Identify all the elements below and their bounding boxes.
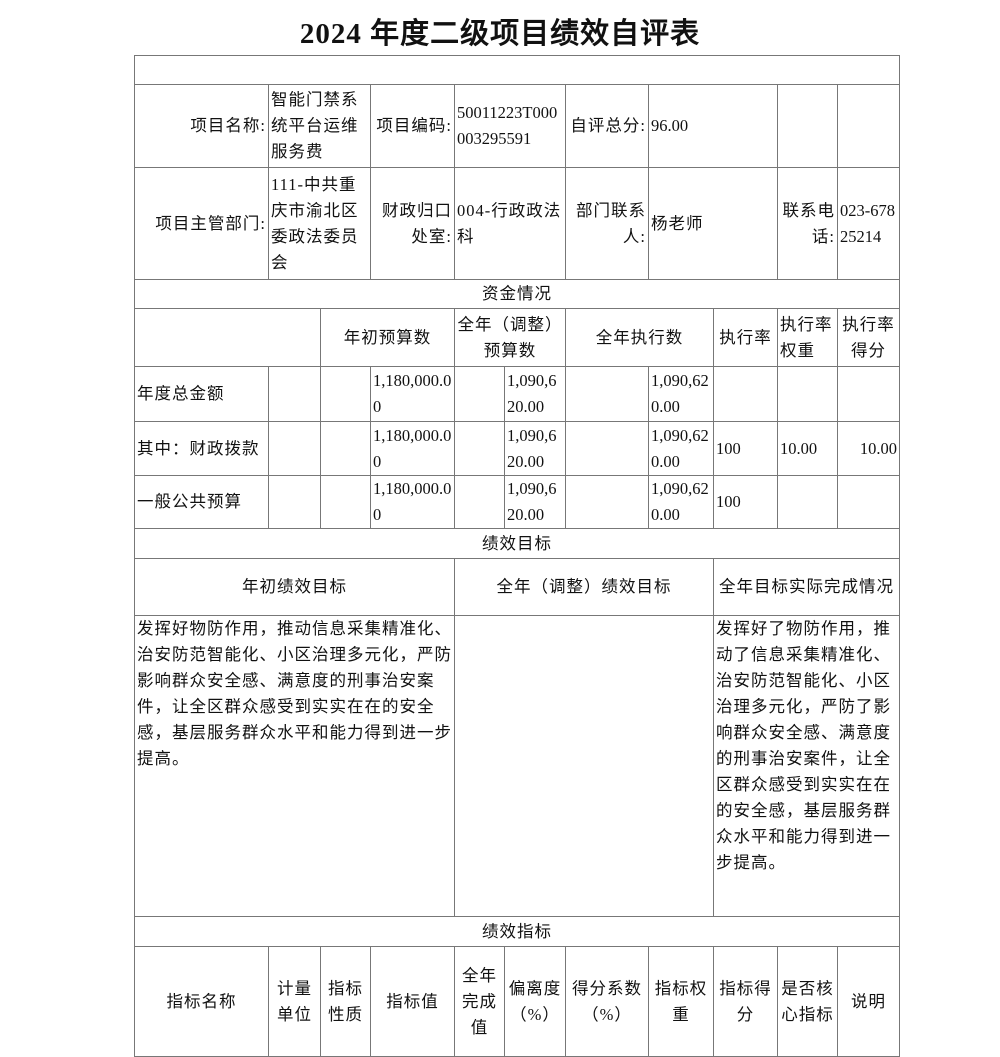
indicator-header: 指标名称 — [134, 946, 269, 1057]
rate-weight — [777, 366, 838, 422]
adjusted-budget: 1,090,620.00 — [504, 421, 566, 476]
initial-goal: 发挥好物防作用，推动信息采集精准化、治安防范智能化、小区治理多元化，严防影响群众… — [134, 615, 455, 917]
page-title: 2024 年度二级项目绩效自评表 — [299, 18, 701, 50]
project-code-label: 项目编码: — [370, 84, 455, 168]
funds-header: 全年（调整）预算数 — [454, 308, 566, 367]
goals-header: 全年目标实际完成情况 — [712, 558, 901, 616]
indicator-header: 是否核心指标 — [777, 946, 838, 1057]
indicator-header: 全年完成值 — [454, 946, 505, 1057]
initial-budget: 1,180,000.00 — [370, 475, 455, 529]
executed-amount: 1,090,620.00 — [648, 421, 714, 476]
rate-score: 10.00 — [836, 421, 901, 476]
indicator-header: 计量单位 — [268, 946, 321, 1057]
project-name-label: 项目名称: — [134, 84, 269, 168]
rate-score — [836, 475, 901, 529]
empty-cell — [134, 308, 321, 367]
funds-header: 执行率 — [713, 308, 778, 367]
funds-row: 其中：财政拨款 1,180,000.00 1,090,620.00 1,090,… — [134, 421, 901, 476]
finance-label: 财政归口处室: — [370, 167, 455, 280]
funds-header: 执行率得分 — [836, 308, 901, 367]
execution-rate — [713, 366, 778, 422]
rate-weight — [777, 475, 838, 529]
goals-section-title: 绩效目标 — [133, 528, 901, 559]
execution-rate: 100 — [713, 421, 778, 476]
finance-office: 004-行政政法科 — [454, 167, 566, 280]
project-name: 智能门禁系统平台运维服务费 — [268, 84, 371, 168]
adjusted-budget: 1,090,620.00 — [504, 475, 566, 529]
rate-weight: 10.00 — [777, 421, 838, 476]
empty-cell — [454, 421, 505, 476]
rate-score — [836, 366, 901, 422]
funds-row: 一般公共预算 1,180,000.00 1,090,620.00 1,090,6… — [134, 475, 901, 529]
total-score: 96.00 — [648, 84, 778, 168]
initial-budget: 1,180,000.00 — [370, 366, 455, 422]
executed-amount: 1,090,620.00 — [648, 366, 714, 422]
empty-cell — [454, 475, 505, 529]
empty-cell — [836, 84, 901, 168]
empty-cell — [320, 366, 371, 422]
actual-completion: 发挥好了物防作用，推动了信息采集精准化、治安防范智能化、小区治理多元化，严防了影… — [712, 615, 901, 917]
indicator-header: 指标性质 — [320, 946, 371, 1057]
funds-header: 年初预算数 — [320, 308, 455, 367]
execution-rate: 100 — [713, 475, 778, 529]
empty-cell — [268, 366, 321, 422]
indicators-section-title: 绩效指标 — [133, 916, 901, 947]
phone-label: 联系电话: — [777, 167, 838, 280]
phone: 023-67825214 — [836, 167, 901, 280]
empty-cell — [777, 84, 838, 168]
adjusted-budget: 1,090,620.00 — [504, 366, 566, 422]
dept: 111-中共重庆市渝北区委政法委员会 — [268, 167, 371, 280]
contact: 杨老师 — [648, 167, 778, 280]
empty-cell — [565, 475, 649, 529]
empty-cell — [320, 421, 371, 476]
empty-cell — [268, 475, 321, 529]
goals-header: 年初绩效目标 — [134, 558, 455, 616]
empty-cell — [268, 421, 321, 476]
goals-header: 全年（调整）绩效目标 — [454, 558, 714, 616]
funds-row: 年度总金额 1,180,000.00 1,090,620.00 1,090,62… — [134, 366, 901, 422]
contact-label: 部门联系人: — [565, 167, 649, 280]
funds-header: 全年执行数 — [565, 308, 714, 367]
indicator-header: 得分系数（%） — [565, 946, 649, 1057]
empty-cell — [565, 366, 649, 422]
empty-cell — [454, 366, 505, 422]
indicator-header: 指标权重 — [648, 946, 714, 1057]
indicator-header: 指标值 — [370, 946, 455, 1057]
score-label: 自评总分: — [565, 84, 649, 168]
initial-budget: 1,180,000.00 — [370, 421, 455, 476]
indicator-header: 偏离度（%） — [504, 946, 566, 1057]
evaluation-table: 项目名称: 智能门禁系统平台运维服务费 项目编码: 50011223T00000… — [133, 55, 901, 1057]
indicator-header: 说明 — [836, 946, 901, 1057]
indicator-header: 指标得分 — [713, 946, 778, 1057]
empty-cell — [565, 421, 649, 476]
dept-label: 项目主管部门: — [134, 167, 269, 280]
empty-cell — [320, 475, 371, 529]
funds-row-label: 年度总金额 — [134, 366, 269, 422]
funds-header: 执行率权重 — [777, 308, 838, 367]
funds-section-title: 资金情况 — [133, 279, 901, 309]
funds-row-label: 一般公共预算 — [134, 475, 269, 529]
project-code: 50011223T000003295591 — [454, 84, 566, 168]
blank-row — [133, 55, 901, 85]
funds-row-label: 其中：财政拨款 — [134, 421, 269, 476]
executed-amount: 1,090,620.00 — [648, 475, 714, 529]
adjusted-goal — [454, 615, 714, 917]
